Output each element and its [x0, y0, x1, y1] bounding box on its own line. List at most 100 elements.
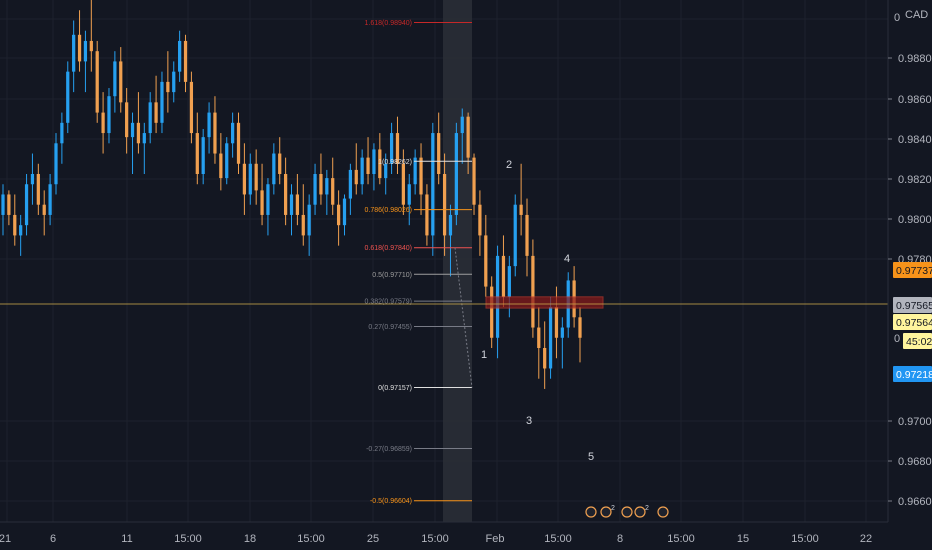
price-badge-label: 0.97218 [896, 369, 932, 381]
price-badge: 0.97737 [893, 262, 932, 278]
candle-body [178, 40, 182, 72]
candle-body [384, 163, 388, 179]
candle-body [83, 40, 88, 62]
candle-body [225, 143, 229, 179]
time-tick-label: 15:00 [791, 533, 819, 545]
candle-body [54, 143, 58, 185]
candle-body [242, 163, 247, 195]
candle-body [531, 255, 535, 328]
wave-label: 4 [564, 253, 570, 265]
candle-body [543, 348, 547, 369]
price-badge: 0.97218 [893, 366, 932, 382]
price-badge-bg [903, 333, 932, 349]
candle-body [425, 194, 429, 236]
price-badge-bg [893, 297, 932, 313]
candle-body [160, 81, 164, 123]
fib-level-label: 0.27(0.97455) [368, 324, 412, 331]
candle-body [48, 184, 52, 215]
candle-body [372, 149, 376, 174]
wave-label: 1 [481, 349, 487, 361]
candle-body [201, 137, 205, 174]
candle-body [77, 34, 82, 62]
price-badge: 45:02 [903, 333, 932, 349]
time-tick-label: 21 [0, 533, 11, 545]
candle-body [125, 102, 129, 138]
candle-body [172, 71, 176, 93]
time-tick-label: 18 [244, 533, 256, 545]
candle-body [325, 178, 329, 195]
candle-body [448, 214, 453, 236]
candle-body [1, 194, 5, 215]
price-badge-label: 0.97737 [896, 265, 932, 277]
event-marker-icon [585, 506, 597, 518]
candle-body [307, 204, 311, 236]
event-marker-icon [634, 506, 646, 518]
candle-body [413, 157, 417, 185]
candle-body [42, 204, 46, 215]
candle-body [419, 157, 423, 195]
price-badge-bg [893, 314, 932, 330]
currency-label: CAD [905, 9, 928, 21]
candle-body [89, 40, 93, 52]
candle-body [272, 153, 276, 185]
candle-body [513, 204, 517, 267]
candle-body [113, 61, 117, 97]
candle-body [248, 163, 252, 195]
candle-body [60, 122, 64, 144]
candle-body [213, 112, 217, 154]
candle-body [554, 307, 559, 338]
candle-body [107, 96, 111, 134]
candle-body [95, 51, 99, 113]
time-tick-label: 15 [737, 533, 749, 545]
time-tick-label: 15:00 [421, 533, 449, 545]
candle-body [490, 286, 494, 338]
candle-body [578, 317, 582, 338]
candle-body [401, 163, 405, 205]
price-badge: 0.97564 [893, 314, 932, 330]
price-badge-label: 0.97564 [896, 317, 932, 329]
time-tick-label: 11 [121, 533, 132, 545]
time-tick-label: 8 [617, 533, 623, 545]
candle-body [519, 204, 523, 215]
fib-level-label: 1(0.98262) [378, 159, 412, 166]
event-marker-icon [621, 506, 633, 518]
candle-body [7, 194, 11, 215]
candle-body [66, 71, 70, 123]
candle-body [378, 149, 382, 179]
candle-body [348, 169, 352, 199]
time-tick-label: 15:00 [667, 533, 695, 545]
candle-body [389, 133, 394, 164]
time-tick-label: 22 [860, 533, 872, 545]
resistance-zone [485, 296, 604, 309]
event-marker-icon [657, 506, 669, 518]
candle-body [283, 174, 288, 215]
candle-body [166, 81, 170, 93]
candle-body [236, 122, 241, 164]
time-tick-label: 6 [50, 533, 56, 545]
fib-level-label: 0.618(0.97840) [365, 245, 412, 252]
candle-body [266, 184, 270, 215]
candle-body [154, 102, 158, 123]
price-tick-label: 0 [894, 12, 900, 24]
candle-body [366, 157, 370, 174]
candle-body [260, 190, 264, 215]
candle-body [231, 122, 235, 144]
fib-level-label: 1.618(0.98940) [365, 20, 412, 27]
candle-body [360, 157, 364, 185]
candle-body [431, 133, 435, 236]
price-tick-label: 0 [894, 333, 900, 345]
candle-body [478, 204, 482, 236]
candle-body [319, 174, 323, 195]
wave-label: 2 [506, 159, 512, 171]
candle-body [472, 157, 476, 205]
candle-body [72, 34, 76, 72]
candle-body [136, 122, 141, 144]
time-tick-label: 15:00 [544, 533, 572, 545]
candle-body [537, 327, 541, 348]
time-tick-label: 25 [367, 533, 379, 545]
